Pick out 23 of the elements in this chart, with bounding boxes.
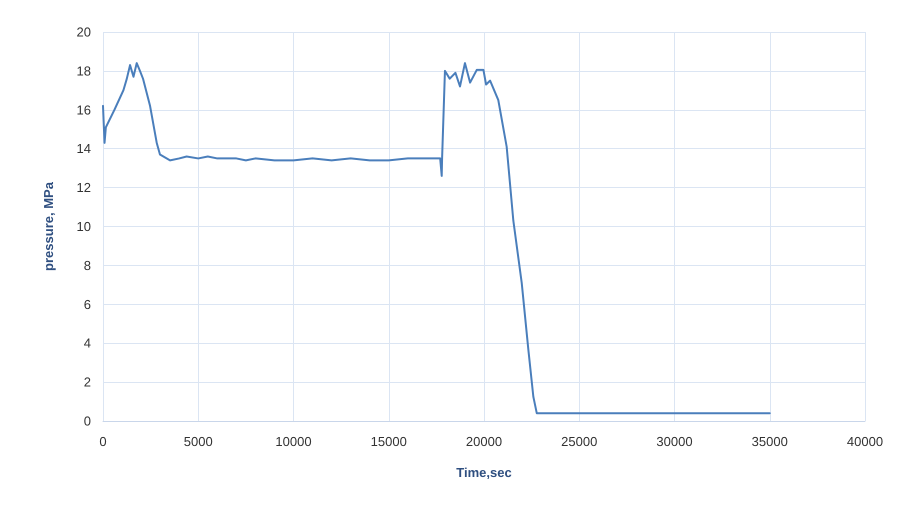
- y-tick-label: 4: [84, 336, 91, 351]
- y-tick-label: 16: [76, 102, 91, 118]
- x-tick-label: 10000: [275, 434, 312, 449]
- y-tick-label: 12: [76, 180, 91, 196]
- y-tick-label: 8: [84, 258, 91, 273]
- y-tick-label: 20: [76, 24, 91, 40]
- line-series: [102, 62, 771, 414]
- x-tick-label: 15000: [370, 434, 407, 449]
- x-tick-label: 40000: [846, 434, 884, 449]
- y-tick-label: 18: [76, 63, 91, 78]
- y-tick-label: 2: [84, 374, 91, 390]
- x-tick-label: 5000: [184, 434, 213, 449]
- x-tick-label: 35000: [752, 434, 788, 449]
- y-tick-label: 0: [84, 414, 91, 428]
- y-axis-title: pressure, MPa: [41, 181, 56, 271]
- x-tick-label: 0: [99, 434, 107, 449]
- y-tick-label: 6: [84, 296, 91, 312]
- x-tick-label: 20000: [466, 434, 502, 449]
- x-axis-title: Time,sec: [456, 465, 512, 480]
- y-tick-label: 14: [76, 141, 91, 156]
- y-tick-label: 10: [76, 219, 91, 234]
- x-tick-label: 25000: [561, 434, 598, 449]
- x-tick-label: 30000: [656, 434, 693, 449]
